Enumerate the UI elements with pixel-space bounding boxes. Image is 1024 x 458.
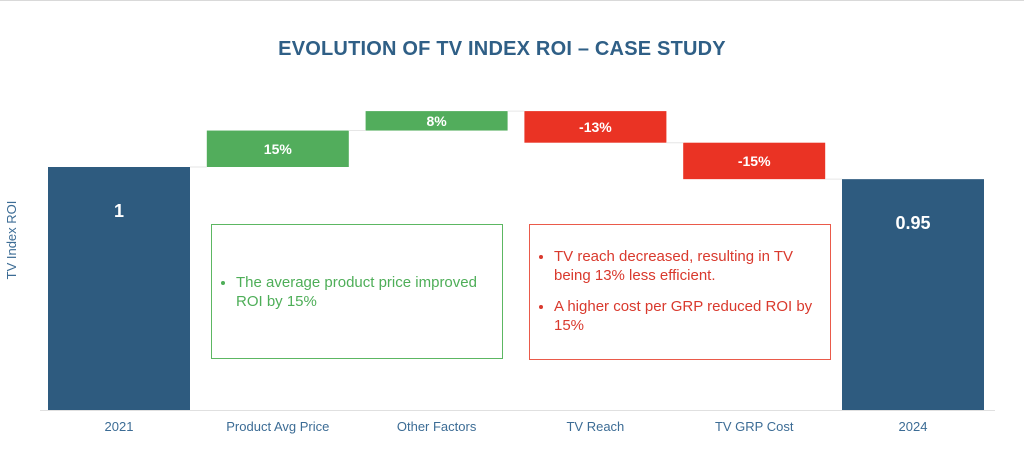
bar-total: [842, 179, 984, 410]
negative-note-bullet: A higher cost per GRP reduced ROI by 15%: [554, 297, 820, 335]
data-label: 8%: [426, 113, 447, 129]
negative-note-bullet: TV reach decreased, resulting in TV bein…: [554, 247, 820, 285]
data-label: 0.95: [895, 213, 930, 233]
bar-increase: [365, 111, 508, 131]
bar-total: [48, 167, 190, 410]
chart-title: EVOLUTION OF TV INDEX ROI – CASE STUDY: [278, 38, 726, 60]
positive-drivers-note: The average product price improved ROI b…: [211, 224, 503, 359]
data-label: 15%: [264, 141, 293, 157]
bar-decrease: [524, 111, 667, 143]
positive-note-bullet: The average product price improved ROI b…: [236, 273, 492, 311]
bar-increase: [206, 130, 349, 167]
x-tick-label: 2021: [105, 419, 134, 434]
x-tick-label: TV Reach: [566, 419, 624, 434]
negative-drivers-note: TV reach decreased, resulting in TV bein…: [529, 224, 831, 360]
x-tick-label: 2024: [899, 419, 928, 434]
bar-decrease: [683, 142, 826, 180]
data-label: -13%: [579, 119, 612, 135]
x-tick-label: TV GRP Cost: [715, 419, 794, 434]
x-tick-label: Product Avg Price: [226, 419, 329, 434]
data-label: -15%: [738, 153, 771, 169]
data-label: 1: [114, 201, 124, 221]
x-tick-label: Other Factors: [397, 419, 477, 434]
top-border-rule: [0, 0, 1024, 1]
